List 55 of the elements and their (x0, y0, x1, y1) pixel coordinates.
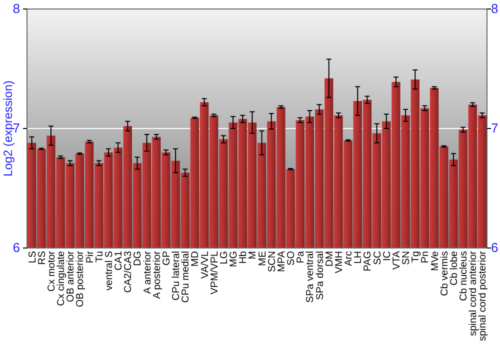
x-tick-label: CPu lateral (171, 251, 182, 300)
x-tick-label: CPu medial (180, 251, 192, 303)
y2-tick-label: 6 (491, 240, 498, 256)
y2-tick-label: 8 (491, 1, 498, 16)
x-tick-label: CA2/CA3 (123, 250, 134, 293)
x-tick-label: Cb vermis (439, 251, 450, 296)
x-tick-label: Cx cingulate (56, 250, 68, 306)
x-tick-label: A anterior (142, 250, 154, 294)
x-tick-label: VA/VL (200, 250, 211, 279)
x-tick-label: RS (36, 250, 48, 265)
x-tick-label: SCN (266, 251, 278, 272)
x-tick-label: Tu (94, 251, 106, 262)
x-tick-label: LS (27, 250, 38, 264)
y-tick-label: 8 (12, 1, 20, 16)
x-tick-label: Pn (420, 251, 432, 264)
x-tick-label: DG (132, 250, 144, 266)
x-tick-label: LH (353, 251, 364, 264)
x-tick-label: Pa (296, 250, 307, 264)
x-tick-label: Tg (410, 251, 422, 263)
x-tick-label: OB anterior (66, 250, 77, 302)
x-tick-label: ME (257, 250, 268, 266)
y-tick-label: 7 (12, 120, 20, 136)
x-tick-label: VPM/VPL (209, 250, 220, 294)
x-tick-label: Pir (84, 250, 96, 264)
x-tick-label: Cb lobe (448, 250, 460, 286)
x-tick-label: LG (218, 250, 230, 264)
x-tick-label: VTA (391, 250, 402, 270)
x-tick-label: MG (228, 250, 240, 268)
y-tick-label: 6 (12, 240, 20, 256)
x-tick-label: MPA (276, 250, 288, 272)
x-tick-label: Cx motor (46, 250, 58, 292)
x-tick-label: ventral S (104, 250, 115, 290)
x-tick-label: A posterior (152, 250, 163, 299)
x-tick-label: SPa dorsal (314, 251, 326, 300)
x-tick-label: Arc (344, 251, 355, 266)
x-tick-label: DM (324, 251, 336, 267)
x-tick-label: IC (382, 251, 393, 261)
x-tick-label: SO (286, 250, 298, 266)
x-tick-label: SC (372, 251, 384, 265)
x-tick-label: spinal cord anterior (468, 250, 480, 336)
y-axis-title: Log2 (expression) (1, 80, 15, 177)
x-tick-label: PAG (362, 250, 374, 272)
x-tick-label: VMH (334, 251, 345, 274)
x-tick-label: SPa ventral (305, 251, 316, 303)
x-tick-label: Cb nucleus (458, 251, 470, 302)
x-tick-label: M (248, 251, 259, 260)
x-tick-label: MD (190, 251, 202, 267)
x-tick-label: spinal cord posterior (478, 250, 489, 342)
y2-tick-label: 7 (491, 120, 498, 136)
x-tick-label: GP (161, 250, 172, 266)
x-tick-label: Hb (238, 250, 250, 264)
x-tick-label: CA1 (114, 250, 125, 270)
x-tick-label: OB posterior (75, 250, 86, 308)
x-tick-label: SN (401, 251, 412, 265)
x-tick-label: MVe (430, 250, 441, 272)
